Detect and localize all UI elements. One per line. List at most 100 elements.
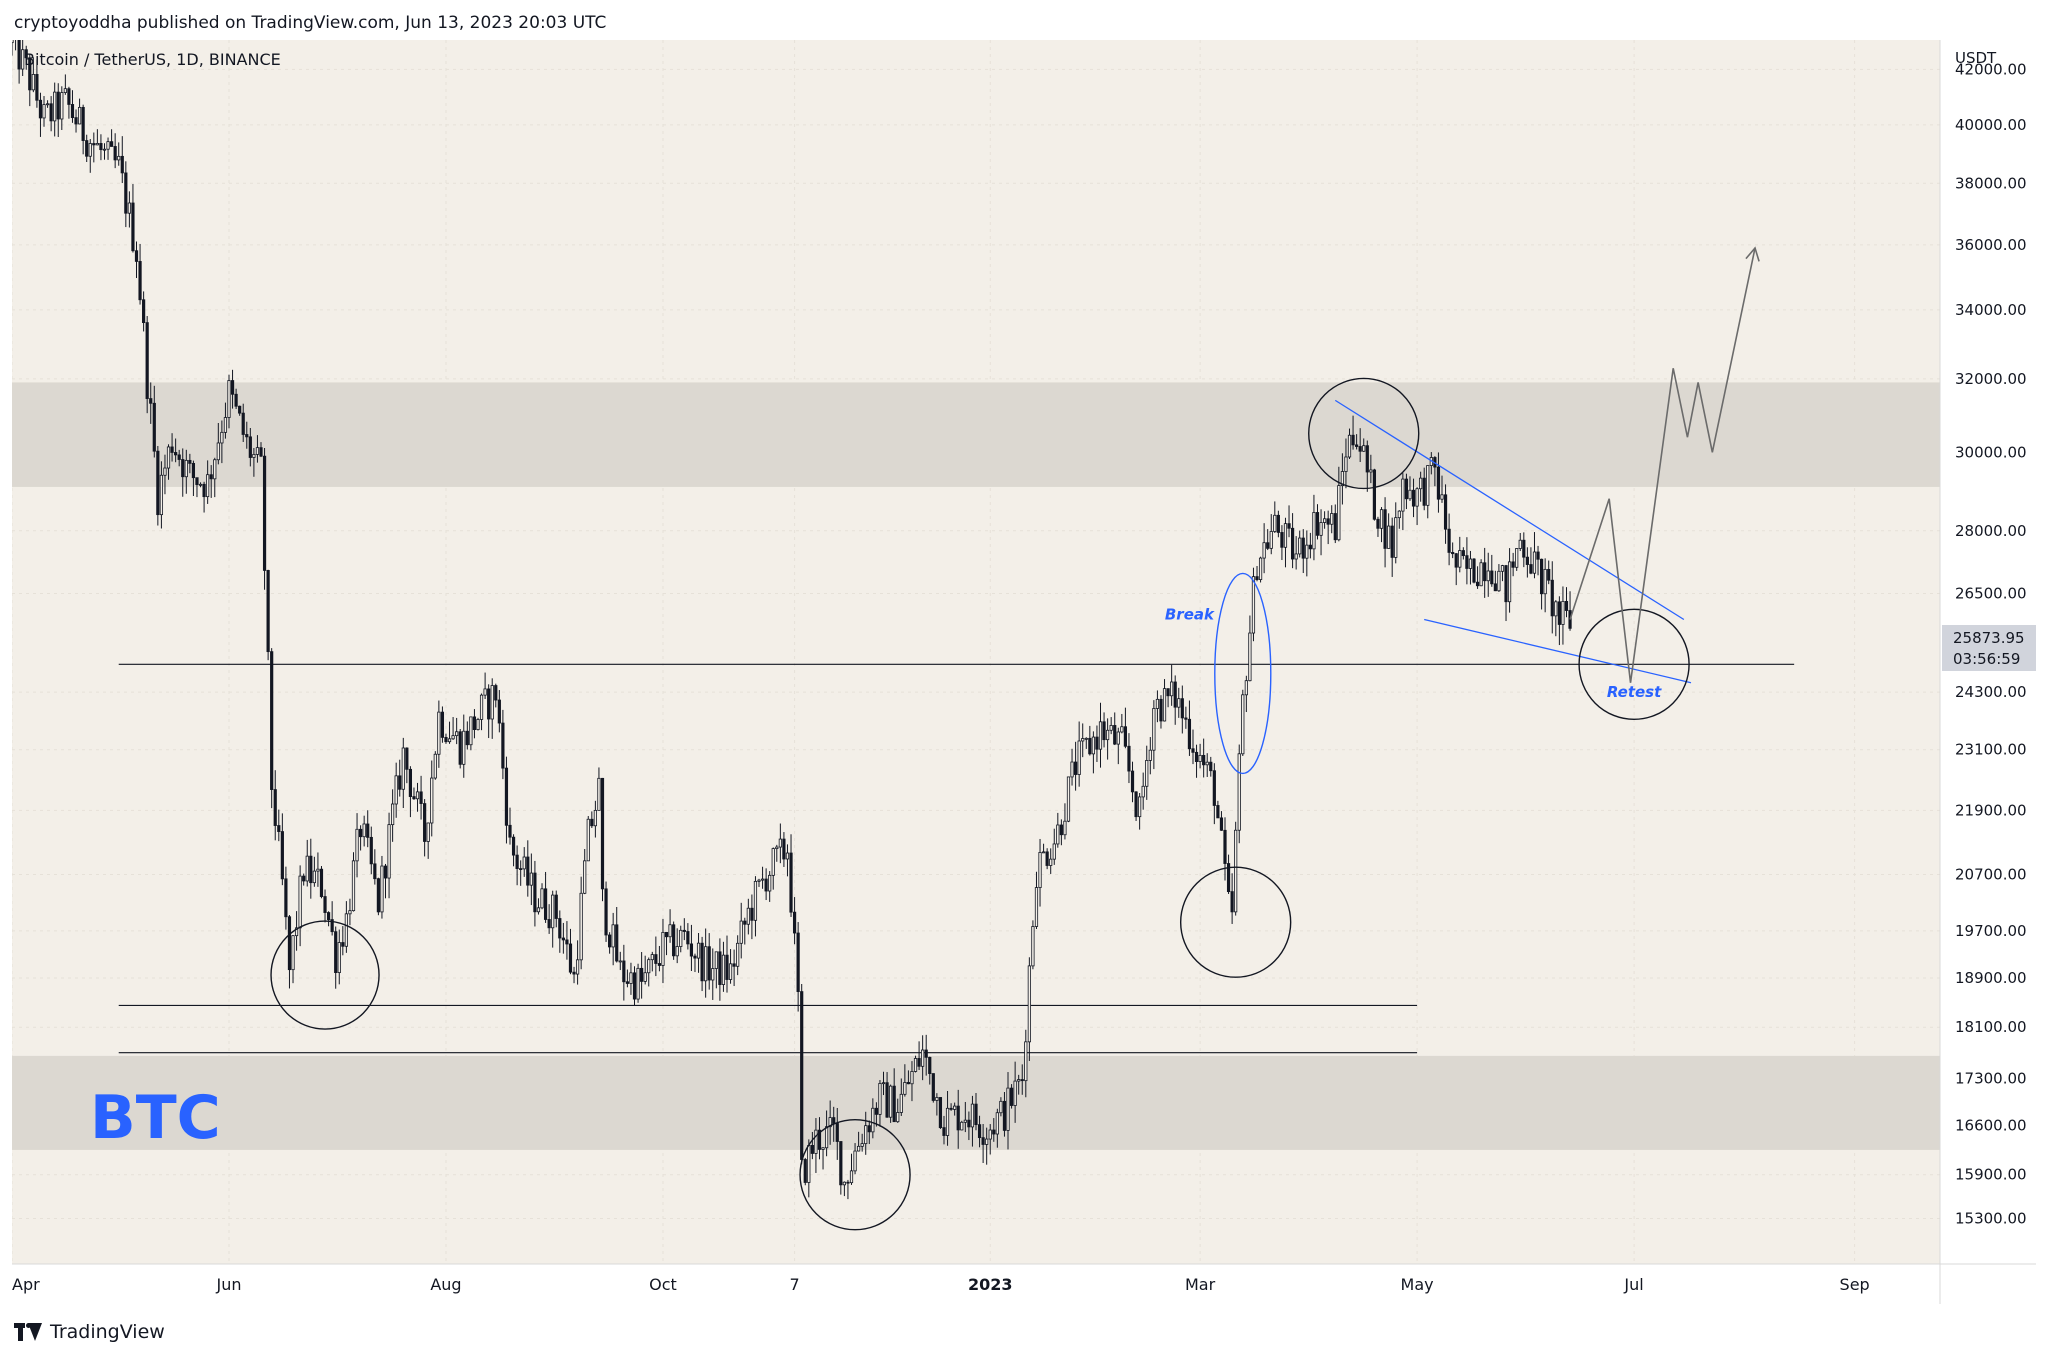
footer-brand[interactable]: TradingView <box>14 1318 165 1346</box>
candle-body <box>693 955 697 959</box>
candle-body <box>1041 851 1046 854</box>
candle-body <box>1483 562 1487 582</box>
candle-body <box>526 856 530 886</box>
candle-body <box>988 1129 992 1140</box>
candle-body <box>209 474 213 480</box>
chart-container[interactable]: BTC Break Retest Bitcoin / TetherUS, 1D, … <box>12 40 2036 1304</box>
candle-body <box>928 1056 932 1074</box>
candle-body <box>1212 770 1216 806</box>
candle-body <box>1440 494 1444 500</box>
candle-body <box>828 1117 832 1128</box>
candle-body <box>174 452 178 456</box>
candle-body <box>696 942 701 959</box>
candle-body <box>650 954 654 961</box>
candle-body <box>835 1123 839 1142</box>
highlight-ellipses <box>270 377 1690 1231</box>
candle-body <box>110 141 114 147</box>
candle-body <box>768 874 772 892</box>
candle-body <box>636 967 640 1000</box>
candle-body <box>967 1119 971 1128</box>
candle-body <box>259 447 263 457</box>
candle-body <box>262 455 267 571</box>
candle-body <box>1515 548 1519 568</box>
price-tick-label: 36000.00 <box>1955 236 2027 254</box>
price-chart[interactable]: BTC Break Retest Bitcoin / TetherUS, 1D, … <box>12 40 2036 1304</box>
candle-body <box>640 967 644 982</box>
candle-body <box>1294 553 1298 560</box>
candle-body <box>497 699 501 724</box>
candle-body <box>494 685 498 701</box>
candle-body <box>131 202 135 252</box>
candle-body <box>252 453 256 458</box>
candle-body <box>1091 736 1095 755</box>
candle-body <box>963 1119 967 1123</box>
candle-body <box>1497 570 1501 592</box>
candle-body <box>608 934 612 948</box>
price-tick-label: 21900.00 <box>1955 801 2027 819</box>
candle-body <box>789 852 793 913</box>
candle-body <box>1443 494 1448 530</box>
candle-body <box>899 1093 903 1113</box>
candle-body <box>871 1107 875 1133</box>
candle-body <box>1326 518 1330 525</box>
time-axis[interactable]: Apr Jun Aug Oct 7 2023 Mar May Jul Sep <box>12 1275 1870 1294</box>
candle-body <box>1255 576 1259 580</box>
candle-body <box>394 775 398 805</box>
candle-body <box>711 968 715 981</box>
candle-body <box>1532 551 1537 574</box>
candle-body <box>714 951 718 969</box>
candle-body <box>554 894 558 919</box>
candle-body <box>195 477 199 485</box>
candle-body <box>1241 694 1245 755</box>
candle-body <box>1074 761 1078 775</box>
candle-body <box>800 991 804 1160</box>
candle-body <box>1447 528 1451 553</box>
candle-body <box>479 694 484 720</box>
candle-body <box>351 860 356 912</box>
candle-body <box>294 927 299 937</box>
candle-body <box>483 688 487 696</box>
time-tick-label: Jul <box>1623 1275 1643 1294</box>
price-axis[interactable]: 42000.00 40000.00 38000.00 36000.00 34000.00… <box>1955 60 2027 1227</box>
candle-body <box>220 431 224 444</box>
candle-body <box>778 838 782 848</box>
candle-body <box>490 685 494 720</box>
candle-body <box>540 888 544 909</box>
highlight-circle <box>799 1119 911 1231</box>
candle-body <box>1347 434 1352 458</box>
candle-body <box>124 172 128 214</box>
candle-body <box>1130 770 1135 793</box>
candle-body <box>1205 761 1209 766</box>
trendlines <box>1334 399 1692 684</box>
candle-body <box>857 1145 861 1152</box>
candle-body <box>92 143 96 146</box>
candle-body <box>412 796 416 800</box>
candle-body <box>334 931 338 973</box>
candle-body <box>1070 761 1074 778</box>
candle-body <box>558 918 562 939</box>
symbol-label: Bitcoin / TetherUS, 1D, BINANCE <box>24 50 281 69</box>
candle-body <box>1102 721 1106 741</box>
candle-body <box>1404 478 1409 500</box>
candle-body <box>38 99 43 119</box>
candle-body <box>1323 518 1327 523</box>
candle-body <box>455 731 459 737</box>
projection-path <box>1569 246 1760 683</box>
candle-body <box>1106 729 1110 741</box>
candle-body <box>1415 488 1419 507</box>
candle-body <box>810 1145 814 1154</box>
price-tick-label: 30000.00 <box>1955 443 2027 461</box>
candle-body <box>508 824 512 838</box>
candle-body <box>17 40 21 70</box>
candle-body <box>1365 445 1369 473</box>
candle-body <box>1173 681 1177 708</box>
candle-body <box>892 1085 896 1123</box>
candle-body <box>568 943 573 973</box>
candle-body <box>1511 561 1515 568</box>
candle-body <box>1266 542 1270 549</box>
candle-body <box>277 825 281 832</box>
candle-body <box>401 747 405 790</box>
candle-body <box>1159 698 1163 722</box>
candle-body <box>885 1082 889 1118</box>
candle-body <box>465 730 469 746</box>
